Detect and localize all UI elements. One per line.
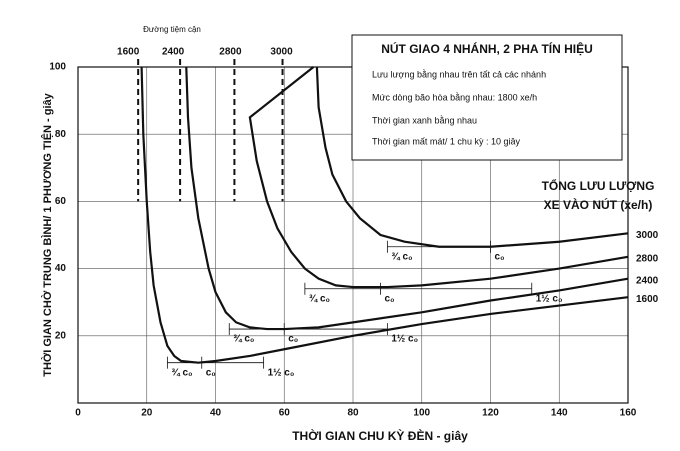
series-label: 1600 — [636, 294, 659, 305]
x-tick-label: 40 — [210, 408, 222, 419]
legend-title: XE VÀO NÚT (xe/h) — [544, 197, 653, 212]
y-axis-title: THỜI GIAN CHỜ TRUNG BÌNH/ 1 PHƯƠNG TIỆN … — [41, 92, 54, 376]
x-tick-label: 100 — [413, 408, 430, 419]
y-tick-label: 100 — [49, 62, 66, 73]
info-title: NÚT GIAO 4 NHÁNH, 2 PHA TÍN HIỆU — [381, 41, 593, 56]
x-tick-label: 140 — [551, 408, 568, 419]
y-tick-label: 60 — [55, 196, 67, 207]
x-tick-label: 0 — [75, 408, 81, 419]
marker-label: c₀ — [288, 334, 298, 345]
series-label: 3000 — [636, 230, 659, 241]
series-label: 2800 — [636, 253, 659, 264]
info-line: Thời gian mất mát/ 1 chu kỳ : 10 giây — [372, 136, 520, 146]
marker-label: c₀ — [385, 293, 395, 304]
marker-label: 1½ c₀ — [268, 367, 295, 378]
info-box — [351, 34, 623, 161]
marker-label: 1½ c₀ — [391, 334, 418, 345]
x-tick-label: 20 — [141, 408, 153, 419]
x-tick-label: 80 — [347, 408, 359, 419]
marker-label: c₀ — [206, 367, 216, 378]
marker-label: ¾ c₀ — [309, 293, 330, 304]
x-axis-title: THỜI GIAN CHU KỲ ĐÈN - giây — [292, 428, 468, 443]
asymptote-value: 2400 — [162, 47, 185, 58]
marker-label: ¾ c₀ — [171, 367, 192, 378]
legend-title: TỔNG LƯU LƯỢNG — [542, 178, 655, 193]
series-label: 2400 — [636, 275, 659, 286]
curve — [185, 66, 629, 331]
marker-label: c₀ — [495, 251, 505, 262]
curve — [315, 66, 629, 248]
y-tick-label: 80 — [55, 129, 67, 140]
x-tick-label: 60 — [279, 408, 291, 419]
marker-label: ¾ c₀ — [391, 251, 412, 262]
asymptote-value: 3000 — [270, 47, 293, 58]
y-tick-label: 40 — [55, 263, 67, 274]
marker-label: 1½ c₀ — [536, 293, 563, 304]
info-line: Lưu lượng bằng nhau trên tất cả các nhán… — [372, 69, 546, 79]
curve — [140, 66, 629, 364]
asymptote-value: 2800 — [219, 47, 242, 58]
info-line: Mức dòng bão hòa bằng nhau: 1800 xe/h — [372, 92, 537, 102]
info-line: Thời gian xanh bằng nhau — [372, 115, 477, 125]
asymptote-value: 1600 — [117, 47, 140, 58]
y-tick-label: 20 — [55, 330, 67, 341]
marker-label: ¾ c₀ — [233, 334, 254, 345]
asymptote-label: Đường tiệm cận — [143, 25, 201, 34]
curve — [248, 66, 629, 289]
x-tick-label: 160 — [620, 408, 637, 419]
x-tick-label: 120 — [482, 408, 499, 419]
